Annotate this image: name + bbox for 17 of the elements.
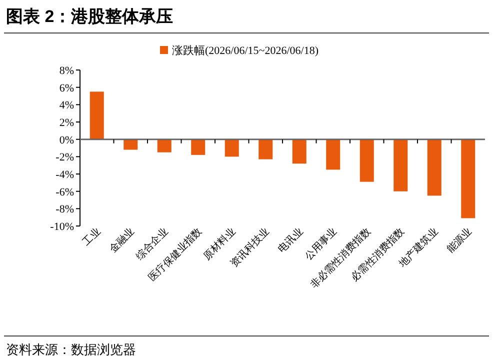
y-tick-label: 6% — [59, 82, 74, 94]
x-tick-label: 电讯业 — [276, 226, 306, 256]
y-tick-label: 0% — [59, 134, 74, 146]
y-tick-label: -6% — [56, 186, 74, 198]
text: 资料来源：数据浏览器 — [6, 342, 136, 357]
y-tick-label: -8% — [56, 204, 74, 216]
x-tick-label: 能源业 — [444, 226, 474, 256]
x-tick-label: 金融业 — [107, 226, 137, 256]
y-tick-label: -4% — [56, 169, 74, 181]
y-tick-label: 8% — [59, 65, 74, 77]
chart-title: 图表 2：港股整体承压 — [6, 7, 174, 26]
y-tick-label: -10% — [50, 221, 74, 233]
y-tick-label: 2% — [59, 117, 74, 129]
x-tick-label: 工业 — [80, 226, 103, 248]
y-tick-label: 4% — [59, 100, 74, 112]
legend-label: 涨跌幅(2026/06/15~2026/06/18) — [172, 45, 319, 57]
y-tick-label: -2% — [56, 152, 74, 164]
